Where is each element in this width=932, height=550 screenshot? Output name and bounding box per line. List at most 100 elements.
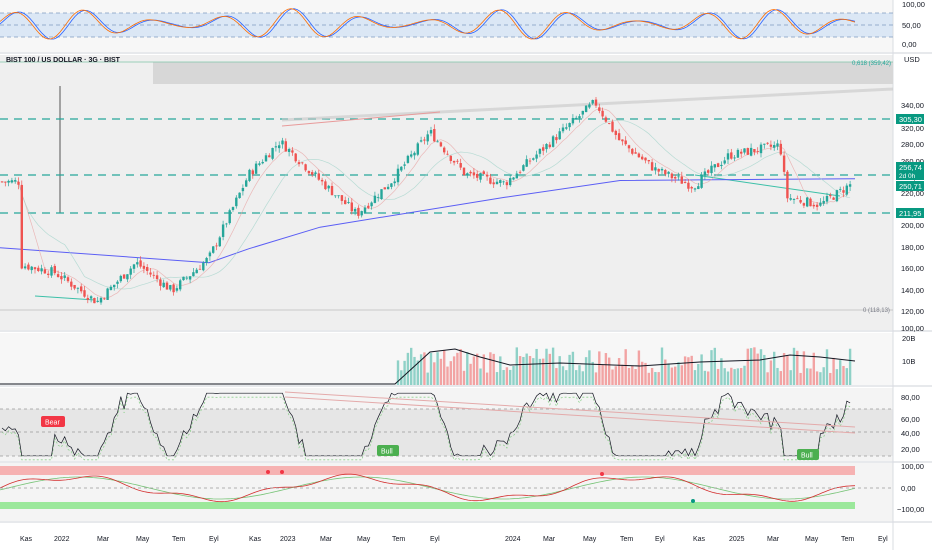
candle-body (363, 207, 367, 213)
volume-bar (753, 347, 756, 385)
price-tick: 280,00 (901, 140, 924, 149)
candle-body (703, 171, 707, 176)
volume-bar (829, 372, 832, 385)
volume-bar (687, 357, 690, 385)
ma-mid-line (1, 119, 851, 290)
candle-body (350, 202, 353, 212)
candle-body (733, 157, 736, 159)
volume-bar (617, 358, 621, 385)
candle-body (380, 189, 383, 200)
price-tick: 140,00 (901, 286, 924, 295)
candle-body (245, 180, 248, 187)
x-tick: Tem (620, 536, 633, 543)
candle-body (555, 137, 558, 141)
osc-overbought-band (0, 466, 855, 475)
volume-bar (568, 354, 571, 385)
candle-body (228, 210, 231, 224)
volume-bar (410, 347, 413, 385)
candle-body (30, 266, 33, 271)
stoch-d-line (0, 8, 856, 40)
candle-body (565, 127, 568, 129)
candle-body (268, 155, 271, 158)
volume-tick: 20B (902, 334, 915, 343)
candle-body (271, 148, 274, 159)
candle-body (63, 275, 66, 278)
candle-body (614, 130, 617, 135)
symbol-title: BIST 100 / US DOLLAR · 3G · BIST (6, 57, 121, 64)
candle-body (812, 204, 815, 207)
bear-label: Bear (45, 420, 60, 427)
candle-body (476, 173, 479, 178)
volume-bar (403, 360, 406, 385)
volume-bar (733, 369, 736, 385)
candle-body (551, 136, 555, 147)
volume-bar (601, 364, 604, 385)
volume-bar (525, 353, 528, 385)
candle-body (532, 158, 535, 160)
candle-body (383, 187, 386, 190)
candle-body (396, 168, 400, 183)
candle-body (165, 282, 169, 290)
candle-body (393, 181, 396, 184)
volume-bar (452, 356, 456, 385)
candle-body (749, 147, 753, 156)
candle-body (106, 288, 109, 300)
volume-tick: 10B (902, 357, 915, 366)
candle-body (80, 286, 83, 292)
candle-body (7, 180, 10, 183)
candle-body (109, 286, 113, 291)
osc-signal-dot (266, 470, 270, 474)
candle-body (825, 195, 829, 202)
candle-body (241, 187, 245, 192)
candle-body (373, 195, 377, 203)
time-axis[interactable]: Kas 2022 Mar May Tem Eyl Kas 2023 Mar Ma… (20, 536, 888, 543)
volume-bar (456, 352, 459, 385)
candle-body (664, 169, 667, 175)
volume-bar (776, 367, 779, 385)
candle-body (502, 181, 505, 183)
trendline-support (694, 174, 841, 197)
volume-bar (627, 367, 631, 385)
osc-line (0, 473, 856, 503)
candle-body (723, 160, 726, 164)
volume-bar (726, 371, 730, 385)
price-tag-305: 305,30 (899, 115, 922, 124)
candle-body (60, 276, 63, 280)
candle-body (802, 203, 806, 206)
candle-body (103, 298, 106, 300)
candle-body (258, 163, 261, 165)
candle-body (287, 149, 291, 152)
volume-bar (723, 368, 726, 385)
volume-bar (789, 370, 792, 385)
volume-bar (756, 353, 759, 385)
currency-label[interactable]: USD (904, 55, 920, 64)
candle-body (212, 246, 215, 253)
volume-bar (426, 372, 429, 385)
osc-tick: 0,00 (901, 484, 916, 493)
candle-body (769, 144, 773, 147)
candle-body (17, 181, 20, 185)
volume-bar (578, 365, 581, 385)
volume-bar (502, 370, 505, 385)
volume-bar (637, 350, 641, 385)
volume-bar (664, 359, 667, 385)
osc-signal-dot (280, 470, 284, 474)
volume-bar (621, 364, 624, 385)
fib-label: 0 (118,13) (863, 308, 890, 314)
stoch-axis-label: 0,00 (902, 40, 917, 49)
candle-body (307, 170, 311, 174)
volume-bar (832, 357, 835, 385)
x-tick: Mar (543, 536, 556, 543)
volume-bar (449, 361, 452, 385)
candle-body (443, 147, 446, 153)
candle-body (693, 188, 697, 190)
candle-countdown: 2d 0h (899, 173, 916, 180)
volume-bar (416, 360, 419, 385)
volume-bar (538, 358, 542, 385)
volume-bar (660, 347, 664, 385)
volume-bar (436, 352, 439, 385)
candle-body (525, 159, 528, 167)
candle-body (314, 172, 317, 174)
candle-body (462, 167, 466, 176)
